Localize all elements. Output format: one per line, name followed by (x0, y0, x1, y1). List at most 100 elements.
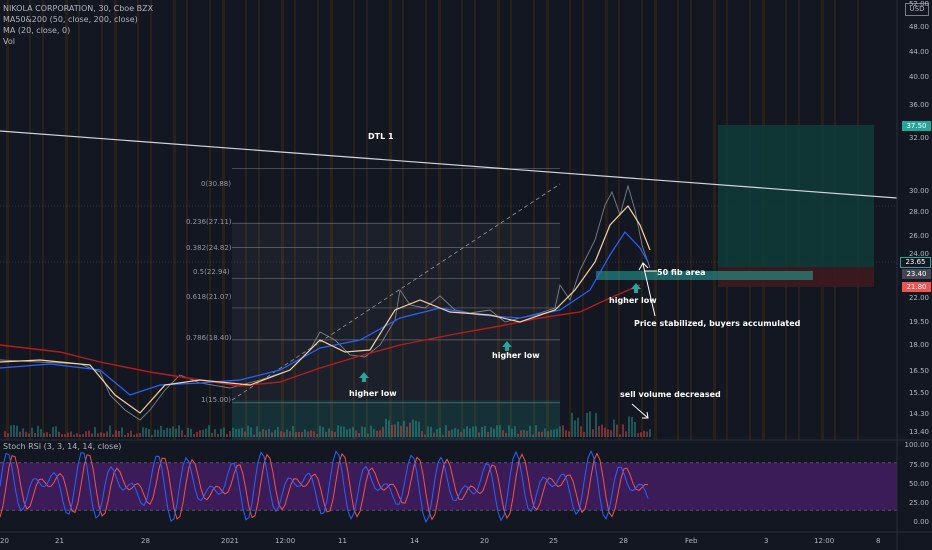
volume-bar (478, 432, 480, 437)
higher-low-label-1: higher low (349, 389, 397, 398)
rsi-tick: 0.00 (913, 518, 929, 526)
volume-bar (322, 427, 324, 437)
volume-bar (151, 434, 153, 437)
session-stripe (114, 0, 117, 440)
volume-bar (343, 426, 345, 437)
volume-bar (439, 427, 441, 437)
dtl-label: DTL 1 (368, 132, 394, 141)
volume-bar (292, 426, 294, 437)
symbol-title: NIKOLA CORPORATION, 30, Cboe BZX (3, 4, 154, 13)
volume-bar (337, 425, 339, 437)
volume-bar (388, 420, 390, 437)
volume-bar (130, 430, 132, 437)
session-stripe (281, 0, 284, 440)
volume-bar (220, 428, 222, 437)
volume-legend[interactable]: Vol (3, 37, 15, 46)
up-arrow-stem (362, 378, 366, 382)
volume-bar (40, 429, 42, 437)
session-stripe (461, 0, 463, 440)
last-price-tag[interactable]: 23.40 (902, 269, 931, 279)
target-price-tag[interactable]: 37.50 (902, 121, 931, 131)
volume-bar (418, 421, 420, 437)
session-stripe (533, 0, 535, 440)
volume-bar (319, 425, 321, 437)
price-tick: 13.40 (908, 428, 929, 436)
price-tick: 30.00 (908, 187, 929, 195)
volume-bar (433, 432, 435, 437)
volume-bar (469, 428, 471, 437)
session-stripe (6, 0, 9, 440)
volume-bar (607, 429, 609, 437)
ma50-200-legend[interactable]: MA50&200 (50, close, 200, close) (3, 15, 138, 24)
volume-bar (397, 421, 399, 437)
session-stripe (101, 0, 103, 440)
volume-bar (37, 425, 39, 437)
time-tick: 14 (410, 537, 419, 545)
session-stripe (497, 0, 500, 440)
up-arrow-icon (502, 341, 512, 347)
volume-bar (217, 433, 219, 437)
session-stripe (222, 0, 225, 440)
volume-bar (631, 416, 633, 437)
volume-bar (187, 427, 189, 437)
volume-bar (13, 425, 15, 437)
volume-bar (625, 431, 627, 437)
stoch-rsi-legend[interactable]: Stoch RSI (3, 3, 14, 14, close) (3, 442, 122, 451)
volume-bar (331, 431, 333, 437)
volume-bar (370, 425, 372, 437)
volume-bar (76, 433, 78, 437)
volume-bar (256, 426, 258, 437)
volume-bar (307, 431, 309, 437)
fib-shade-bottom (232, 400, 560, 440)
volume-bar (97, 433, 99, 437)
time-tick: 28 (141, 537, 150, 545)
volume-bar (346, 429, 348, 437)
session-stripe (474, 0, 476, 440)
session-stripe (690, 0, 692, 440)
volume-bar (193, 434, 195, 437)
volume-bar (493, 428, 495, 437)
volume-bar (472, 426, 474, 437)
volume-bar (34, 432, 36, 437)
volume-bar (391, 424, 393, 437)
session-stripe (641, 0, 643, 440)
price-tick: 15.50 (908, 389, 929, 397)
entry-price-tag[interactable]: 23.65 (900, 257, 931, 268)
session-stripe (425, 0, 427, 440)
volume-bar (442, 434, 444, 437)
stoch-rsi-pane (0, 449, 897, 524)
fib-label-0382: 0.382(24.82) (186, 244, 232, 252)
volume-bar (637, 433, 639, 437)
volume-bar (628, 416, 630, 437)
volume-bar (334, 431, 336, 437)
session-stripe (677, 0, 679, 440)
volume-bar (22, 428, 24, 437)
volume-bar (520, 430, 522, 437)
currency-badge[interactable]: USD (905, 3, 929, 16)
volume-bar (244, 431, 246, 437)
callout-arrow (642, 263, 656, 317)
callout-arrowhead (642, 411, 649, 419)
volume-bar (403, 420, 405, 437)
time-tick: 3 (764, 537, 769, 545)
session-stripe (366, 0, 368, 440)
volume-bar (259, 431, 261, 437)
volume-bar (100, 432, 102, 437)
session-stripe (389, 0, 392, 440)
volume-bar (184, 434, 186, 437)
volume-bar (10, 425, 12, 437)
volume-bar (268, 428, 270, 437)
stop-price-tag[interactable]: 21.80 (902, 282, 931, 292)
volume-bar (58, 431, 60, 437)
volume-bar (445, 425, 447, 437)
volume-bar (448, 430, 450, 437)
volume-bar (427, 426, 429, 437)
volume-bar (532, 434, 534, 437)
volume-bar (409, 422, 411, 437)
price-tick: 24.00 (908, 250, 929, 258)
volume-bar (7, 433, 9, 437)
volume-bar (550, 429, 552, 437)
ma20-legend[interactable]: MA (20, close, 0) (3, 26, 71, 35)
